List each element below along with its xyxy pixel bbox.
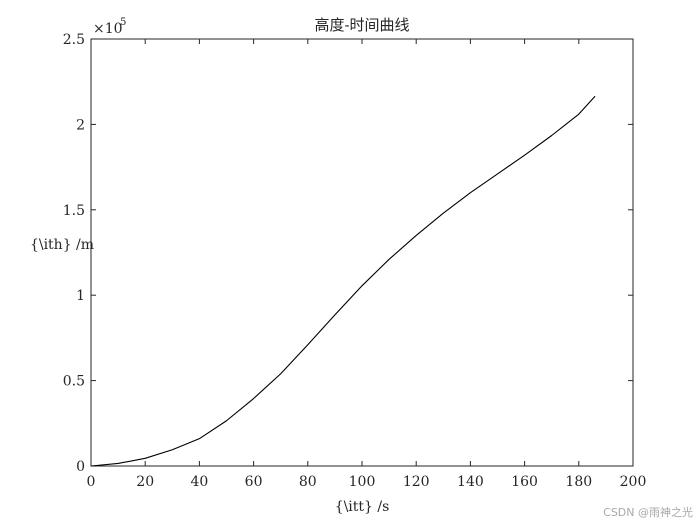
y-axis-label: {\ith} /m: [30, 237, 94, 253]
series-layer: [90, 95, 596, 467]
x-axis-label: {\itt} /s: [335, 499, 390, 515]
y-tick-label: 1: [76, 288, 85, 304]
y-exponent-power: 5: [120, 17, 126, 28]
x-tick-label: 120: [403, 474, 430, 490]
x-tick-label: 80: [299, 474, 317, 490]
x-tick-label: 0: [87, 474, 96, 490]
x-tick-label: 160: [511, 474, 538, 490]
y-tick-label: 0.5: [63, 374, 85, 390]
ticks-layer: 0 20 40 60 80 100 120 140 160 180 200 0 0.5 1 1.5 2 2.5: [63, 32, 647, 490]
x-tick-label: 200: [620, 474, 647, 490]
y-tick-label: 1.5: [63, 203, 85, 219]
x-tick-label: 140: [457, 474, 484, 490]
chart-title: 高度-时间曲线: [314, 16, 409, 34]
y-tick-label: 0: [76, 459, 85, 475]
x-tick-label: 40: [190, 474, 208, 490]
y-exponent-base: ×10: [93, 21, 123, 37]
watermark: CSDN @雨神之光: [603, 505, 693, 519]
plot-area: [90, 38, 634, 467]
series-line: [90, 95, 596, 467]
y-tick-label: 2.5: [63, 32, 85, 48]
x-tick-label: 20: [136, 474, 154, 490]
x-tick-label: 180: [565, 474, 592, 490]
x-tick-label: 60: [245, 474, 263, 490]
x-tick-label: 100: [349, 474, 376, 490]
y-tick-label: 2: [76, 117, 85, 133]
